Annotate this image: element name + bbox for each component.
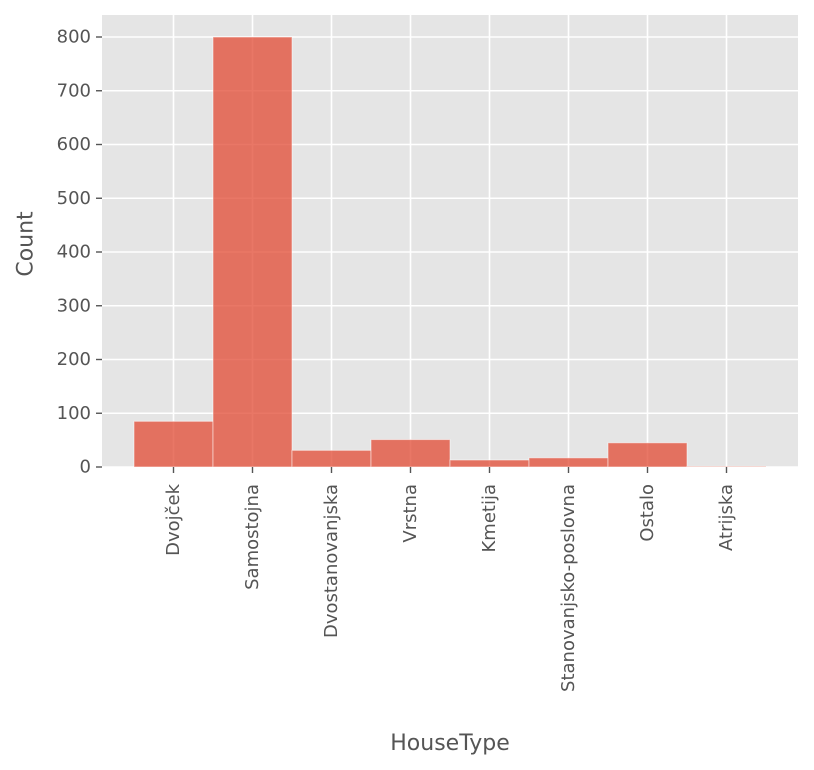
bar-stanovanjsko-poslovna xyxy=(528,457,609,468)
x-tick-label: Atrijska xyxy=(716,484,737,551)
y-tick-label: 300 xyxy=(57,295,91,316)
y-tick-label: 400 xyxy=(57,242,91,263)
plot-area xyxy=(102,15,798,467)
bar-dvojček xyxy=(133,420,214,468)
y-tick-label: 500 xyxy=(57,188,91,209)
bar-samostojna xyxy=(212,36,293,468)
y-axis-ticks: 0 100 200 300 400 500 600 700 800 xyxy=(57,27,102,478)
y-axis-title: Count xyxy=(14,211,39,277)
x-tick-label: Stanovanjsko-poslovna xyxy=(558,484,579,692)
x-tick-label: Ostalo xyxy=(637,484,658,542)
bar-ostalo xyxy=(607,442,688,468)
bars xyxy=(133,36,767,468)
x-tick-label: Vrstna xyxy=(400,484,421,543)
x-tick-label: Dvostanovanjska xyxy=(321,484,342,638)
y-tick-label: 0 xyxy=(80,457,91,478)
bar-vrstna xyxy=(370,439,451,468)
y-tick-label: 600 xyxy=(57,134,91,155)
bar-dvostanovanjska xyxy=(291,449,372,468)
x-axis-title: HouseType xyxy=(390,731,509,756)
bar-atrijska xyxy=(686,465,767,468)
y-tick-label: 700 xyxy=(57,80,91,101)
y-tick-label: 800 xyxy=(57,27,91,48)
x-tick-label: Samostojna xyxy=(242,484,263,590)
x-tick-label: Kmetija xyxy=(479,484,500,553)
x-axis-ticks: Dvojček Samostojna Dvostanovanjska Vrstna Km… xyxy=(163,467,737,692)
x-tick-label: Dvojček xyxy=(163,483,184,555)
y-tick-label: 200 xyxy=(57,349,91,370)
bar-kmetija xyxy=(449,459,530,468)
y-tick-label: 100 xyxy=(57,403,91,424)
